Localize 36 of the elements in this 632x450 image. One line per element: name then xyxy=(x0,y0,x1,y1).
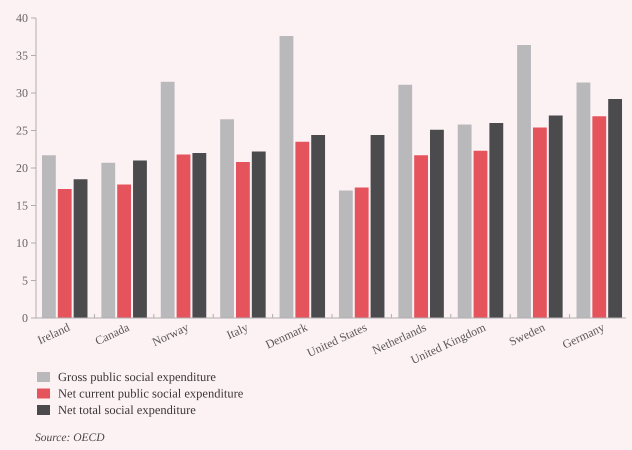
bar xyxy=(592,116,606,318)
y-tick-label: 0 xyxy=(22,311,28,326)
bar xyxy=(236,162,250,318)
y-tick-label: 25 xyxy=(16,124,28,138)
bar xyxy=(474,150,488,318)
bar xyxy=(176,154,190,318)
y-tick-label: 5 xyxy=(22,274,28,288)
legend-label: Net current public social expenditure xyxy=(58,386,244,400)
legend-label: Net total social expenditure xyxy=(58,403,196,417)
bar xyxy=(548,116,563,318)
bar xyxy=(311,135,326,318)
legend-label: Gross public social expenditure xyxy=(58,370,216,384)
y-tick-label: 15 xyxy=(16,198,28,213)
bar xyxy=(370,135,384,318)
bar xyxy=(133,160,147,318)
bar xyxy=(489,123,504,318)
y-tick-label: 30 xyxy=(16,86,28,100)
y-tick-label: 20 xyxy=(16,161,28,176)
y-tick-label: 40 xyxy=(16,11,28,26)
y-tick-label: 35 xyxy=(16,48,28,63)
bar xyxy=(117,184,132,318)
bar xyxy=(192,153,206,318)
bar xyxy=(58,189,72,318)
source-note: Source: OECD xyxy=(35,432,106,444)
bar xyxy=(252,152,266,318)
x-tick-label: Sweden xyxy=(506,320,548,349)
bar xyxy=(295,142,310,318)
bar xyxy=(74,179,88,318)
bar xyxy=(430,130,444,318)
bar xyxy=(532,128,547,318)
x-tick-label: Canada xyxy=(92,320,132,348)
y-tick-label: 10 xyxy=(16,236,28,250)
x-tick-label: Italy xyxy=(224,320,250,342)
bar xyxy=(608,99,622,318)
bar xyxy=(354,188,369,318)
bar xyxy=(414,155,428,318)
